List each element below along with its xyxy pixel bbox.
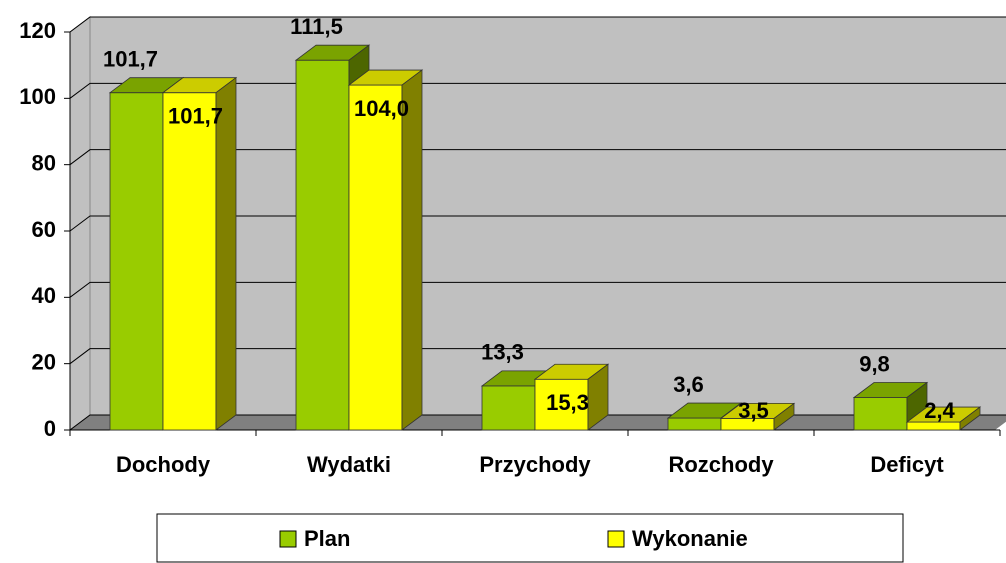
grid-line — [69, 82, 1006, 99]
data-label: 9,8 — [859, 351, 890, 376]
data-label: 101,7 — [103, 47, 158, 72]
y-tick-label: 40 — [32, 283, 56, 308]
y-tick-label: 120 — [19, 18, 56, 43]
y-tick-label: 80 — [32, 150, 56, 175]
bar-side — [401, 69, 423, 431]
data-label: 3,5 — [738, 398, 769, 423]
data-label: 15,3 — [546, 390, 589, 415]
grid-line — [69, 348, 1006, 365]
bar — [295, 59, 350, 431]
data-label: 101,7 — [168, 104, 223, 129]
bar-side — [773, 402, 795, 431]
bar-side — [215, 76, 237, 431]
bar — [162, 92, 217, 431]
bar — [481, 385, 536, 431]
bar — [348, 84, 403, 431]
y-tick-label: 60 — [32, 217, 56, 242]
grid-line — [69, 16, 1006, 33]
x-tick-label: Deficyt — [870, 452, 944, 477]
legend-swatch — [279, 530, 297, 548]
legend-label: Plan — [304, 526, 350, 551]
x-tick-label: Dochody — [116, 452, 211, 477]
legend-label: Wykonanie — [632, 526, 748, 551]
y-tick-label: 100 — [19, 84, 56, 109]
x-tick-label: Wydatki — [307, 452, 391, 477]
bar-side — [587, 363, 609, 431]
bar-side — [959, 406, 981, 431]
y-tick-label: 20 — [32, 349, 56, 374]
grid-line — [69, 149, 1006, 166]
bar — [109, 92, 164, 431]
bar — [534, 378, 589, 431]
data-label: 2,4 — [924, 398, 955, 423]
grid-line — [69, 215, 1006, 232]
data-label: 3,6 — [673, 372, 704, 397]
x-tick-label: Przychody — [479, 452, 591, 477]
bar — [853, 397, 908, 431]
x-tick-label: Rozchody — [668, 452, 774, 477]
bar — [906, 421, 961, 431]
data-label: 13,3 — [481, 340, 524, 365]
y-tick-label: 0 — [44, 416, 56, 441]
bar — [667, 417, 722, 431]
data-label: 104,0 — [354, 96, 409, 121]
legend-box — [156, 513, 904, 563]
data-label: 111,5 — [290, 14, 343, 39]
grid-line — [69, 281, 1006, 298]
legend-swatch — [607, 530, 625, 548]
